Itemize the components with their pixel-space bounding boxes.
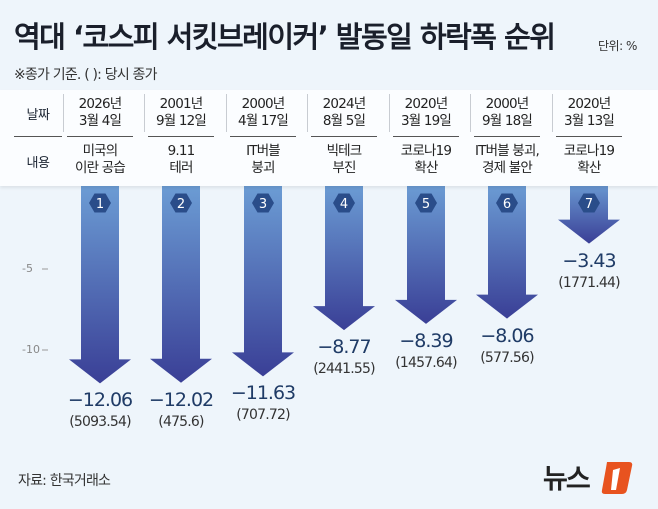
- value-label: −3.43: [562, 249, 616, 272]
- value-label: −12.06: [67, 389, 133, 412]
- date-day: 8월 5일: [322, 113, 366, 129]
- rank-number: 3: [259, 197, 267, 212]
- row-divider: [148, 136, 214, 137]
- event-line2: 붕괴: [251, 160, 275, 176]
- event-line2: 확산: [414, 160, 438, 176]
- close-price-label: (475.6): [158, 413, 204, 430]
- date-year: 2026년: [78, 96, 123, 112]
- row-divider: [556, 136, 622, 137]
- rank-number: 4: [340, 197, 348, 212]
- rank-number: 6: [503, 197, 511, 212]
- row-divider: [311, 136, 377, 137]
- date-row-label: 날짜: [26, 108, 50, 123]
- event-line1: 코로나19: [400, 143, 452, 159]
- value-label: −8.06: [480, 324, 534, 347]
- row-divider: [474, 136, 540, 137]
- date-day: 9월 18일: [481, 113, 533, 129]
- column-divider: [470, 94, 471, 132]
- value-label: −12.02: [148, 388, 214, 411]
- rank-badge: [252, 193, 274, 213]
- date-year: 2020년: [567, 96, 612, 112]
- event-line2: 테러: [169, 160, 193, 176]
- svg-text:뉴스: 뉴스: [543, 464, 590, 495]
- y-tick-label: -5: [22, 262, 33, 275]
- value-label: −11.63: [230, 382, 296, 405]
- arrow-bar: [232, 180, 294, 377]
- event-line2: 이란 공습: [75, 160, 126, 176]
- date-year: 2020년: [404, 96, 449, 112]
- note: ※종가 기준. ( ): 당시 종가: [14, 67, 158, 83]
- event-line1: 빅테크: [326, 143, 363, 159]
- date-day: 3월 19일: [400, 113, 452, 129]
- arrow-bar: [395, 180, 457, 324]
- rank-badge: [578, 193, 600, 213]
- column-divider: [307, 94, 308, 132]
- event-line1: 9.11: [167, 143, 196, 159]
- rank-badge: [333, 193, 355, 213]
- column-divider: [63, 94, 64, 132]
- rank-badge: [415, 193, 437, 213]
- event-line2: 경제 불안: [482, 160, 533, 176]
- column-divider: [552, 94, 553, 132]
- event-line2: 부진: [332, 160, 356, 176]
- date-year: 2001년: [159, 96, 204, 112]
- event-line1: IT버블: [246, 143, 281, 159]
- column-divider: [389, 94, 390, 132]
- close-price-label: (1771.44): [558, 274, 620, 291]
- event-line2: 확산: [577, 160, 601, 176]
- row-divider: [14, 136, 62, 137]
- column-divider: [144, 94, 145, 132]
- value-label: −8.77: [317, 336, 371, 359]
- news1-logo: 뉴스: [543, 456, 633, 500]
- source: 자료: 한국거래소: [18, 473, 111, 489]
- rank-badge: [496, 193, 518, 213]
- rank-number: 1: [96, 197, 104, 212]
- y-tick-label: -10: [22, 343, 40, 356]
- event-line1: 미국의: [82, 143, 119, 159]
- close-price-label: (2441.55): [313, 361, 375, 378]
- rank-number: 2: [177, 197, 185, 212]
- rank-badge: [170, 193, 192, 213]
- row-divider: [393, 136, 459, 137]
- close-price-label: (577.56): [480, 349, 534, 366]
- rank-badge: [89, 193, 111, 213]
- content-row-label: 내용: [26, 156, 50, 171]
- date-year: 2000년: [485, 96, 530, 112]
- date-day: 9월 12일: [155, 113, 207, 129]
- arrow-bar: [313, 180, 375, 331]
- row-divider: [67, 136, 133, 137]
- close-price-label: (707.72): [236, 407, 290, 424]
- date-year: 2024년: [322, 96, 367, 112]
- date-day: 4월 17일: [237, 113, 289, 129]
- column-divider: [226, 94, 227, 132]
- arrow-bar: [69, 180, 131, 384]
- close-price-label: (5093.54): [69, 414, 131, 431]
- value-label: −8.39: [399, 329, 453, 352]
- event-line1: 코로나19: [563, 143, 615, 159]
- date-day: 3월 13일: [563, 113, 615, 129]
- rank-number: 5: [422, 197, 430, 212]
- date-year: 2000년: [241, 96, 286, 112]
- chart-title: 역대 ‘코스피 서킷브레이커’ 발동일 하락폭 순위: [14, 20, 556, 54]
- unit-label: 단위: %: [598, 39, 637, 53]
- close-price-label: (1457.64): [395, 354, 457, 371]
- row-divider: [230, 136, 296, 137]
- event-line1: IT버블 붕괴,: [474, 143, 540, 159]
- arrow-bar: [476, 180, 538, 319]
- rank-number: 7: [585, 197, 593, 212]
- date-day: 3월 4일: [78, 113, 122, 129]
- arrow-bar: [150, 180, 212, 383]
